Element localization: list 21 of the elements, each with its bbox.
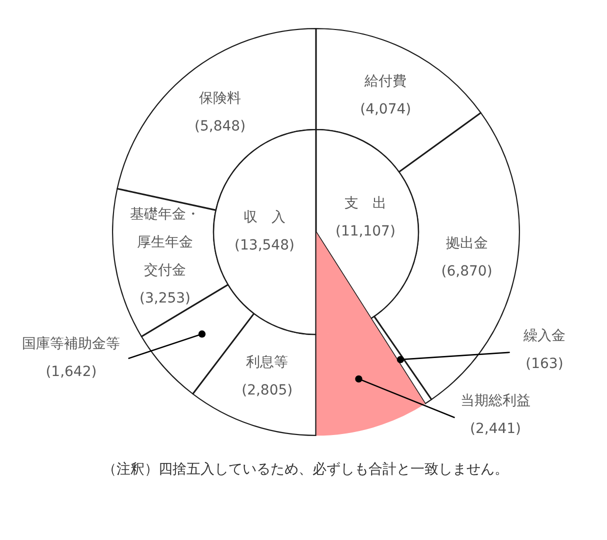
data-label: (4,074) xyxy=(360,101,412,118)
data-label: (2,441) xyxy=(470,421,522,438)
slice-label: 基礎年金・厚生年金交付金 xyxy=(130,206,200,278)
data-label: (13,548) xyxy=(234,238,294,254)
slice-label: 支 出 xyxy=(344,195,386,212)
slice-label: 収 入 xyxy=(244,210,286,226)
slice-label: 当期総利益 xyxy=(460,393,531,410)
slice-label: 給付費 xyxy=(364,73,407,90)
slice-label: 保険料 xyxy=(199,90,242,106)
slice-label: 繰入金 xyxy=(522,328,566,344)
data-label: (6,870) xyxy=(441,264,492,280)
data-label: (11,107) xyxy=(335,223,396,240)
data-label: (1,642) xyxy=(46,364,97,380)
slice-label: 国庫等補助金等 xyxy=(22,336,120,352)
slice-label: 利息等 xyxy=(246,354,288,371)
data-label: (163) xyxy=(526,356,564,372)
data-label: (2,805) xyxy=(242,382,293,399)
text: （注釈）四捨五入しているため、必ずしも合計と一致しません。 xyxy=(102,462,508,478)
slice-label: 拠出金 xyxy=(446,236,488,252)
data-label: (5,848) xyxy=(194,118,246,134)
data-label: (3,253) xyxy=(140,290,191,306)
